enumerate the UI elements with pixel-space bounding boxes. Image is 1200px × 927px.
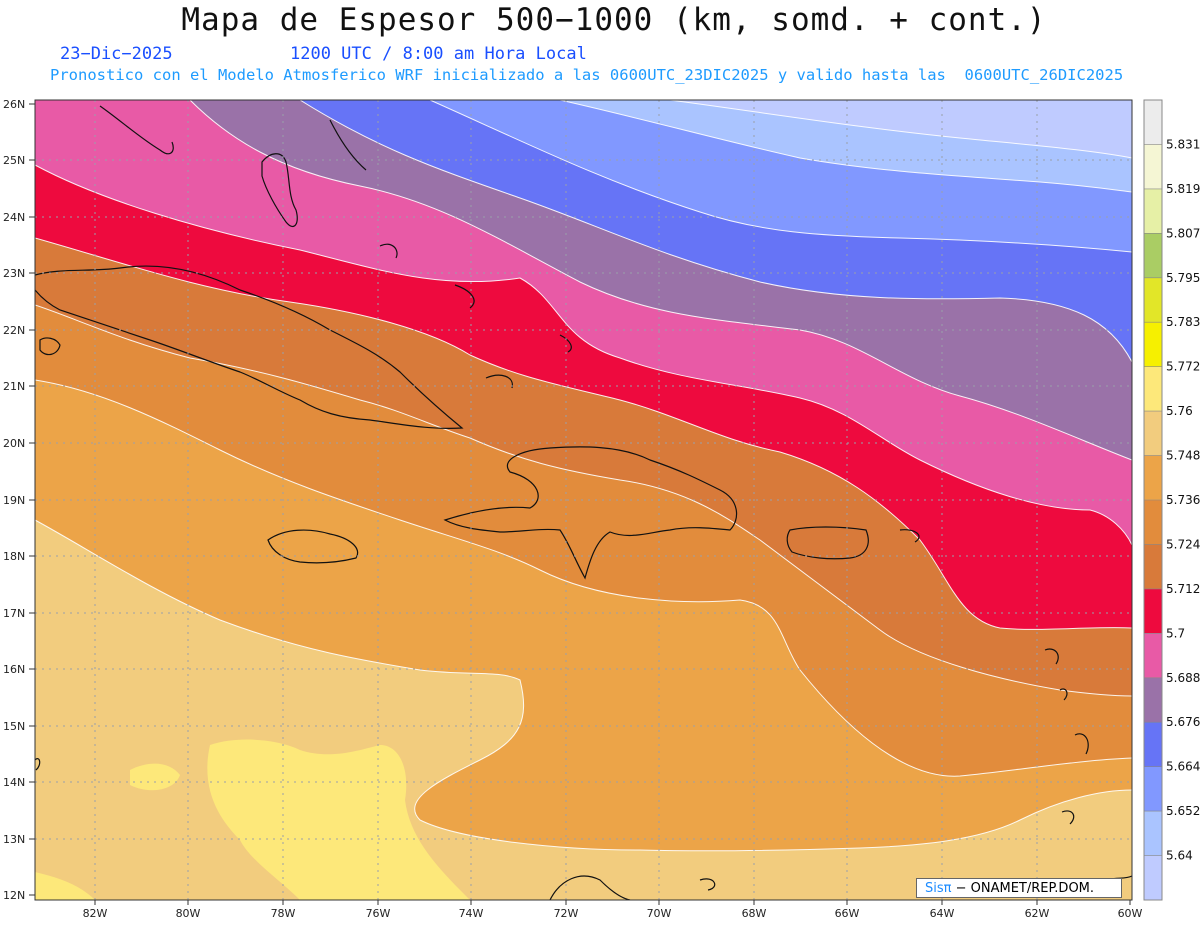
forecast-info: Pronostico con el Modelo Atmosferico WRF… — [50, 66, 1124, 84]
colorbar-segment — [1144, 633, 1162, 679]
lat-label: 24N — [3, 211, 25, 224]
time-label: 1200 UTC / 8:00 am Hora Local — [290, 44, 587, 64]
lon-label: 70W — [647, 907, 672, 920]
coast-cuba — [35, 265, 464, 429]
lon-axis: 82W 80W 78W 76W 74W 72W 70W 68W 66W 64W … — [83, 907, 1143, 920]
colorbar-segment — [1144, 855, 1162, 901]
lon-label: 66W — [835, 907, 860, 920]
colorbar-label: 5.7 — [1166, 626, 1185, 640]
colorbar-label: 5.819 — [1166, 182, 1200, 196]
coast-lesser-antilles — [1044, 648, 1089, 825]
lon-label: 68W — [742, 907, 767, 920]
lat-label: 17N — [3, 607, 25, 620]
lon-label: 78W — [271, 907, 296, 920]
lat-label: 12N — [3, 889, 25, 902]
colorbar-segment — [1144, 544, 1162, 590]
coast-andros — [261, 153, 298, 227]
colorbar-segment — [1144, 411, 1162, 457]
colorbar-label: 5.772 — [1166, 360, 1200, 374]
colorbar-segment — [1144, 722, 1162, 768]
coast-hispaniola — [443, 446, 738, 580]
lat-label: 26N — [3, 98, 25, 111]
colorbar-label: 5.652 — [1166, 804, 1200, 818]
lat-label: 15N — [3, 720, 25, 733]
credit-brand: Sisπ — [925, 881, 952, 896]
colorbar-segment — [1144, 811, 1162, 857]
colorbar-label: 5.688 — [1166, 671, 1200, 685]
colorbar-label: 5.724 — [1166, 537, 1200, 551]
colorbar-label: 5.736 — [1166, 493, 1200, 507]
lat-label: 16N — [3, 663, 25, 676]
lat-axis: 26N 25N 24N 23N 22N 21N 20N 19N 18N 17N … — [3, 98, 25, 902]
colorbar-segment — [1144, 366, 1162, 412]
map-title: Mapa de Espesor 500−1000 (km, somd. + co… — [181, 2, 1047, 38]
lat-label: 18N — [3, 550, 25, 563]
lon-label: 64W — [930, 907, 955, 920]
thickness-field — [35, 100, 1132, 900]
lon-label: 72W — [554, 907, 579, 920]
colorbar-label: 5.76 — [1166, 404, 1193, 418]
lon-label: 80W — [176, 907, 201, 920]
lat-label: 21N — [3, 380, 25, 393]
colorbar-label: 5.807 — [1166, 226, 1200, 240]
colorbar-segment — [1144, 588, 1162, 634]
colorbar-label: 5.748 — [1166, 449, 1200, 463]
date-label: 23−Dic−2025 — [60, 44, 173, 64]
lon-label: 76W — [366, 907, 391, 920]
colorbar-segment — [1144, 766, 1162, 812]
lon-label: 60W — [1118, 907, 1143, 920]
lat-label: 19N — [3, 494, 25, 507]
colorbar-segment — [1144, 677, 1162, 723]
lat-label: 14N — [3, 776, 25, 789]
lon-label: 74W — [459, 907, 484, 920]
colorbar-label: 5.664 — [1166, 760, 1200, 774]
colorbar-segment — [1144, 144, 1162, 190]
lon-label: 62W — [1025, 907, 1050, 920]
band-5772 — [207, 739, 470, 900]
coast-jamaica — [267, 529, 359, 564]
lat-label: 20N — [3, 437, 25, 450]
coast-puerto-rico — [786, 526, 869, 560]
lat-label: 23N — [3, 267, 25, 280]
lat-label: 22N — [3, 324, 25, 337]
lat-label: 13N — [3, 833, 25, 846]
lon-label: 82W — [83, 907, 108, 920]
colorbar-label: 5.676 — [1166, 715, 1200, 729]
credit-text: − ONAMET/REP.DOM. — [955, 881, 1095, 896]
colorbar-segment — [1144, 233, 1162, 279]
colorbar-label: 5.712 — [1166, 582, 1200, 596]
colorbar-segment — [1144, 500, 1162, 545]
lat-label: 25N — [3, 154, 25, 167]
colorbar-label: 5.64 — [1166, 849, 1193, 863]
colorbar-segment — [1144, 322, 1162, 368]
colorbar-segment — [1144, 277, 1162, 323]
colorbar-segment — [1144, 188, 1162, 234]
contour-lines — [35, 100, 1132, 852]
colorbar-label: 5.783 — [1166, 315, 1200, 329]
colorbar-label: 5.831 — [1166, 137, 1200, 151]
colorbar-segment — [1144, 455, 1162, 501]
coastlines — [35, 105, 1132, 900]
colorbar: 5.831 5.819 5.807 5.795 5.783 5.772 5.76 5.748 5… — [1143, 99, 1200, 901]
credit-box: Sisπ − ONAMET/REP.DOM. — [916, 878, 1122, 898]
colorbar-segment — [1144, 100, 1162, 145]
map-grid — [35, 100, 1132, 900]
colorbar-label: 5.795 — [1166, 271, 1200, 285]
